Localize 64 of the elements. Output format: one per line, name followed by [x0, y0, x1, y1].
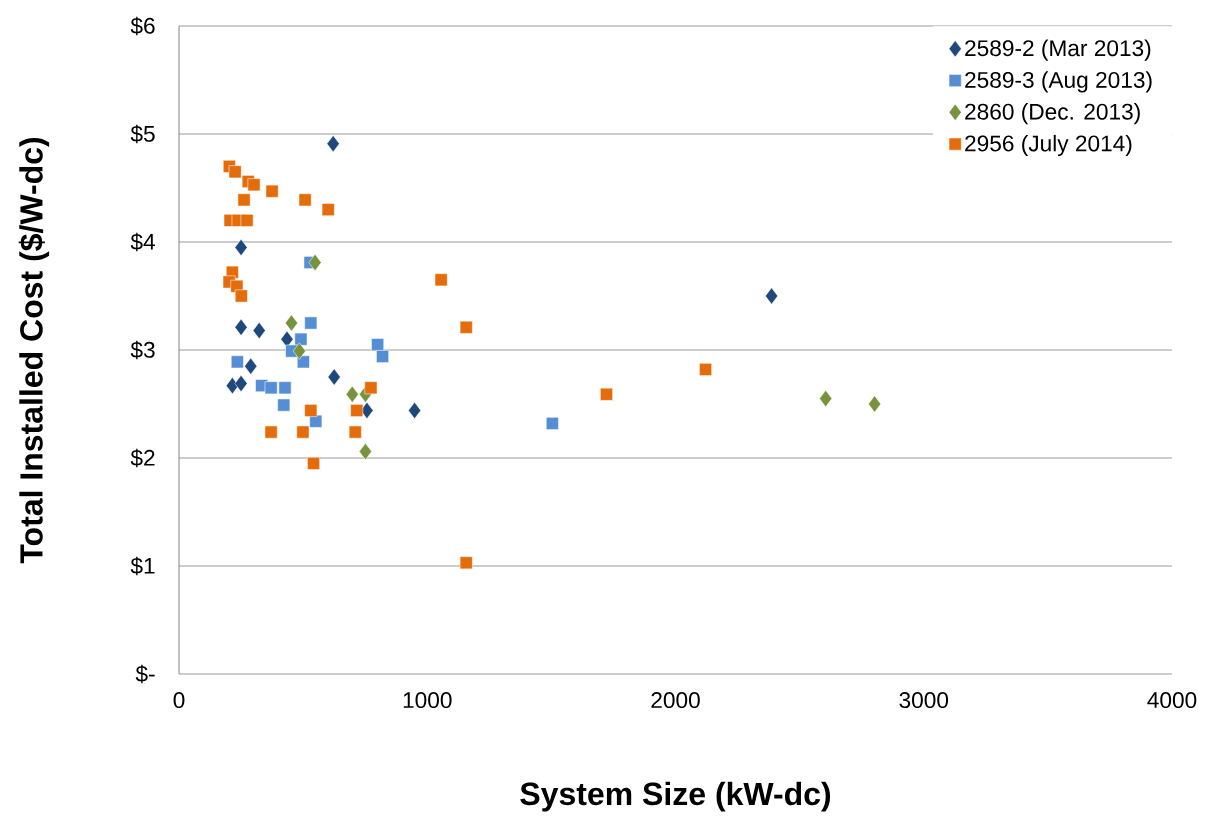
point [265, 184, 279, 198]
point [278, 381, 292, 395]
point [326, 135, 340, 153]
y-tick-label: $4 [130, 232, 155, 252]
point [298, 193, 312, 207]
point [358, 442, 372, 461]
legend-label: 2956 (July 2014) [965, 134, 1132, 156]
point [247, 178, 261, 192]
point [350, 404, 364, 417]
point [408, 401, 422, 420]
point [819, 390, 833, 408]
point [371, 338, 385, 351]
point [294, 332, 308, 346]
point [545, 417, 559, 430]
point [252, 322, 266, 340]
point [240, 214, 254, 227]
x-tick-label: 3000 [899, 692, 949, 709]
x-axis-title: System Size (kW-dc) [520, 781, 831, 812]
point [284, 314, 298, 332]
y-tick-label: $1 [130, 556, 155, 576]
point [600, 387, 613, 401]
point [364, 381, 378, 395]
legend-label: 2589-3 (Aug 2013) [965, 71, 1152, 93]
y-axis-title: Total Installed Cost ($/W-dc) [18, 137, 50, 564]
point [264, 425, 278, 439]
point [304, 404, 318, 417]
y-tick-label: $- [135, 664, 155, 684]
point [308, 253, 322, 272]
point [304, 316, 318, 330]
point [234, 289, 248, 303]
point [345, 385, 359, 403]
point [699, 363, 712, 376]
y-tick-label: $2 [130, 448, 155, 468]
point [321, 203, 335, 216]
x-tick-label: 0 [173, 692, 185, 709]
point [327, 368, 341, 386]
y-tick-label: $5 [130, 124, 155, 144]
point [348, 425, 362, 439]
point [459, 556, 473, 570]
point [230, 355, 244, 369]
point [292, 342, 306, 360]
y-tick-label: $3 [130, 340, 155, 360]
point [234, 238, 248, 256]
x-tick-label: 4000 [1147, 692, 1197, 709]
point [376, 350, 389, 363]
y-tick-label: $6 [130, 16, 155, 36]
point [434, 273, 448, 287]
point [765, 287, 779, 305]
point [296, 425, 310, 439]
legend-label: 2589-2 (Mar 2013) [965, 39, 1151, 61]
point [234, 318, 248, 336]
point [264, 381, 278, 395]
x-tick-label: 2000 [651, 692, 700, 709]
point [296, 355, 310, 369]
point [237, 193, 251, 207]
point [277, 398, 291, 412]
point [244, 357, 258, 375]
x-tick-label: 1000 [403, 692, 452, 709]
point [307, 457, 320, 470]
point [459, 320, 473, 334]
point [228, 165, 242, 179]
legend-label: 2860 (Dec. 2013) [965, 103, 1140, 125]
point [868, 395, 882, 413]
point [234, 374, 248, 393]
